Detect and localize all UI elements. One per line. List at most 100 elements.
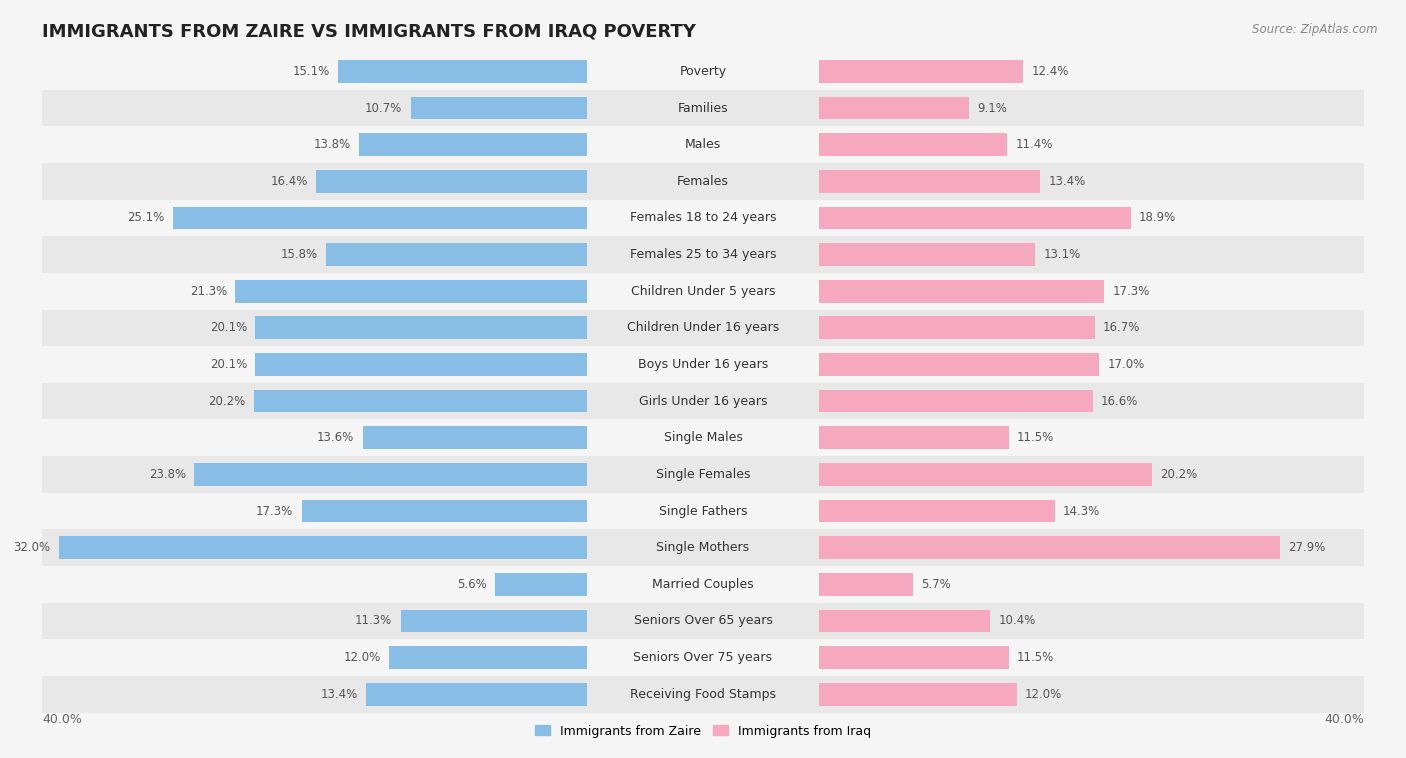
Text: 40.0%: 40.0% [42, 713, 82, 725]
Bar [42, 493, 1364, 529]
Bar [411, 97, 588, 119]
Text: 16.6%: 16.6% [1101, 395, 1139, 408]
Bar [42, 273, 1364, 309]
Text: 5.7%: 5.7% [921, 578, 950, 590]
Text: Single Mothers: Single Mothers [657, 541, 749, 554]
Text: 12.4%: 12.4% [1032, 65, 1069, 78]
Bar [401, 609, 588, 632]
Bar [42, 89, 1364, 127]
Text: 20.2%: 20.2% [1160, 468, 1198, 481]
Text: Females 25 to 34 years: Females 25 to 34 years [630, 248, 776, 261]
Text: 17.3%: 17.3% [256, 505, 294, 518]
Text: 40.0%: 40.0% [1324, 713, 1364, 725]
Bar [42, 163, 1364, 199]
Text: IMMIGRANTS FROM ZAIRE VS IMMIGRANTS FROM IRAQ POVERTY: IMMIGRANTS FROM ZAIRE VS IMMIGRANTS FROM… [42, 23, 696, 41]
Bar [235, 280, 588, 302]
Bar [42, 309, 1364, 346]
Text: Girls Under 16 years: Girls Under 16 years [638, 395, 768, 408]
Text: 13.4%: 13.4% [321, 688, 357, 700]
Text: 16.4%: 16.4% [271, 175, 308, 188]
Bar [818, 317, 1094, 339]
Bar [42, 639, 1364, 676]
Text: Males: Males [685, 138, 721, 151]
Text: 13.4%: 13.4% [1049, 175, 1085, 188]
Text: 15.1%: 15.1% [292, 65, 329, 78]
Bar [301, 500, 588, 522]
Bar [818, 243, 1035, 266]
Bar [818, 207, 1130, 229]
Bar [42, 529, 1364, 566]
Bar [42, 199, 1364, 236]
Text: 14.3%: 14.3% [1063, 505, 1101, 518]
Bar [326, 243, 588, 266]
Text: 25.1%: 25.1% [127, 211, 165, 224]
Text: Receiving Food Stamps: Receiving Food Stamps [630, 688, 776, 700]
Bar [173, 207, 588, 229]
Text: 13.6%: 13.6% [318, 431, 354, 444]
Bar [818, 537, 1279, 559]
Text: Boys Under 16 years: Boys Under 16 years [638, 358, 768, 371]
Bar [818, 170, 1040, 193]
Text: 10.4%: 10.4% [998, 615, 1036, 628]
Text: Families: Families [678, 102, 728, 114]
Bar [256, 317, 588, 339]
Text: 13.1%: 13.1% [1043, 248, 1081, 261]
Bar [818, 353, 1099, 376]
Text: 15.8%: 15.8% [281, 248, 318, 261]
Bar [818, 683, 1017, 706]
Bar [253, 390, 588, 412]
Bar [818, 280, 1105, 302]
Bar [818, 647, 1008, 669]
Text: 9.1%: 9.1% [977, 102, 1007, 114]
Text: Single Females: Single Females [655, 468, 751, 481]
Bar [818, 463, 1153, 486]
Text: 17.3%: 17.3% [1112, 285, 1150, 298]
Text: 11.5%: 11.5% [1017, 651, 1054, 664]
Bar [818, 133, 1007, 156]
Bar [256, 353, 588, 376]
Bar [389, 647, 588, 669]
Bar [42, 383, 1364, 419]
Bar [42, 456, 1364, 493]
Text: Married Couples: Married Couples [652, 578, 754, 590]
Bar [42, 236, 1364, 273]
Bar [818, 60, 1024, 83]
Bar [818, 390, 1092, 412]
Text: 12.0%: 12.0% [343, 651, 381, 664]
Text: 13.8%: 13.8% [314, 138, 352, 151]
Bar [363, 427, 588, 449]
Bar [495, 573, 588, 596]
Text: Poverty: Poverty [679, 65, 727, 78]
Text: 11.5%: 11.5% [1017, 431, 1054, 444]
Text: 27.9%: 27.9% [1288, 541, 1326, 554]
Text: Single Fathers: Single Fathers [659, 505, 747, 518]
Text: 16.7%: 16.7% [1102, 321, 1140, 334]
Text: 12.0%: 12.0% [1025, 688, 1063, 700]
Text: Females: Females [678, 175, 728, 188]
Text: Seniors Over 65 years: Seniors Over 65 years [634, 615, 772, 628]
Text: 20.1%: 20.1% [209, 321, 247, 334]
Text: Single Males: Single Males [664, 431, 742, 444]
Text: 18.9%: 18.9% [1139, 211, 1177, 224]
Text: 11.3%: 11.3% [356, 615, 392, 628]
Bar [818, 97, 969, 119]
Text: Source: ZipAtlas.com: Source: ZipAtlas.com [1253, 23, 1378, 36]
Bar [59, 537, 588, 559]
Bar [42, 566, 1364, 603]
Bar [818, 500, 1054, 522]
Text: Children Under 16 years: Children Under 16 years [627, 321, 779, 334]
Bar [366, 683, 588, 706]
Bar [316, 170, 588, 193]
Legend: Immigrants from Zaire, Immigrants from Iraq: Immigrants from Zaire, Immigrants from I… [530, 719, 876, 743]
Bar [42, 419, 1364, 456]
Text: 5.6%: 5.6% [457, 578, 486, 590]
Bar [360, 133, 588, 156]
Text: 10.7%: 10.7% [366, 102, 402, 114]
Bar [42, 676, 1364, 713]
Text: 32.0%: 32.0% [13, 541, 51, 554]
Bar [42, 127, 1364, 163]
Bar [194, 463, 588, 486]
Bar [42, 346, 1364, 383]
Text: 23.8%: 23.8% [149, 468, 186, 481]
Text: 20.1%: 20.1% [209, 358, 247, 371]
